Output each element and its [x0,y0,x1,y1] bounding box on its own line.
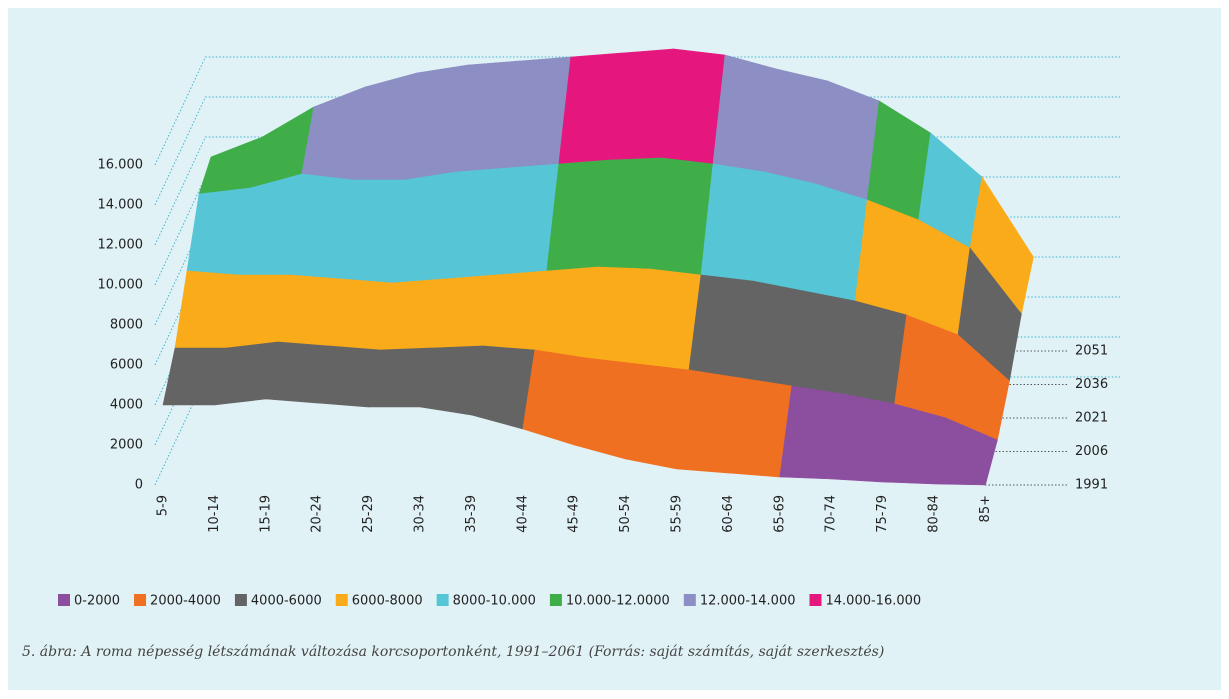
y-tick-label: 4000 [110,398,143,413]
x-tick-label: 80-84 [927,495,942,533]
legend-label: 6000-8000 [352,594,423,609]
x-tick-label: 70-74 [824,495,839,533]
legend-label: 2000-4000 [150,594,221,609]
legend-label: 14.000-16.000 [826,594,922,609]
legend-swatch [809,594,822,606]
legend-swatch [335,594,348,606]
y-tick-label: 6000 [110,358,143,373]
y-tick-label: 0 [135,478,143,493]
x-tick-label: 10-14 [207,495,222,533]
y-tick-label: 8000 [110,318,143,333]
legend-label: 4000-6000 [251,594,322,609]
depth-label: 2021 [1075,411,1108,426]
x-tick-label: 15-19 [258,495,273,533]
legend-label: 8000-10.000 [453,594,536,609]
y-tick-label: 12.000 [98,238,144,253]
surface-cell [933,417,998,486]
x-tick-label: 25-29 [361,495,376,533]
depth-label: 2051 [1075,344,1108,359]
y-tick-label: 10.000 [98,278,144,293]
x-tick-label: 50-54 [618,495,633,533]
x-tick-label: 45-49 [567,495,582,533]
legend-swatch [134,594,147,606]
legend-label: 12.000-14.000 [700,594,796,609]
legend-swatch [234,594,247,606]
depth-label: 2036 [1075,377,1108,392]
y-tick-label: 16.000 [98,158,144,173]
x-tick-label: 20-24 [310,495,325,533]
legend-swatch [549,594,562,606]
legend-label: 10.000-12.0000 [566,594,670,609]
x-tick-label: 30-34 [413,495,428,533]
grid-line [154,56,1120,166]
caption: 5. ábra: A roma népesség létszámának vál… [22,644,884,660]
y-tick-label: 14.000 [98,198,144,213]
x-tick-label: 75-79 [875,495,890,533]
depth-label: 2006 [1075,444,1108,459]
depth-label: 1991 [1075,478,1108,493]
legend-label: 0-2000 [74,594,120,609]
legend-swatch [683,594,696,606]
legend-swatch [436,594,449,606]
x-tick-label: 85+ [978,495,993,522]
y-tick-label: 2000 [110,438,143,453]
x-tick-label: 60-64 [721,495,736,533]
x-tick-label: 5-9 [156,495,171,516]
legend-swatch [58,594,70,606]
x-tick-label: 40-44 [515,495,530,533]
x-tick-label: 65-69 [772,495,787,533]
x-tick-label: 55-59 [670,495,685,533]
x-tick-label: 35-39 [464,495,479,533]
